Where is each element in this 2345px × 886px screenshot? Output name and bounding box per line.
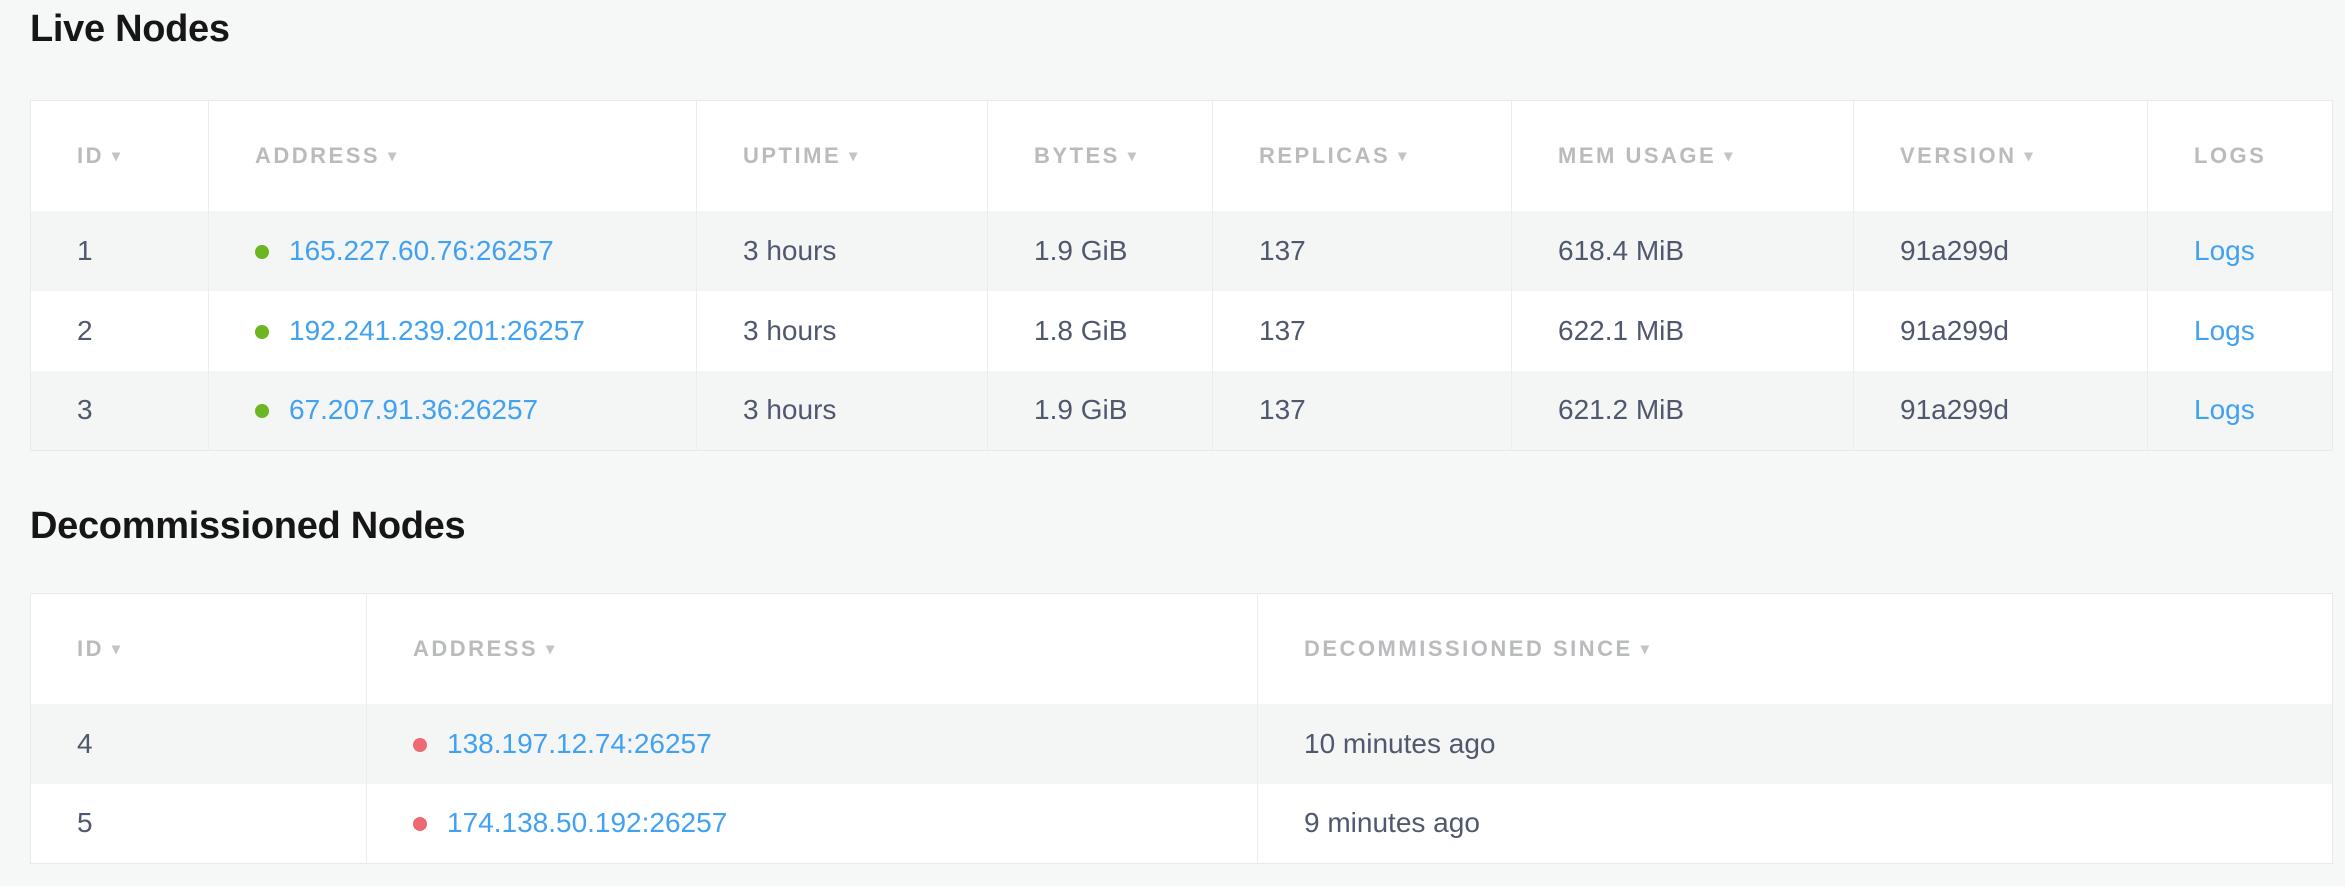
column-header-id[interactable]: ID ▾ bbox=[30, 100, 209, 211]
column-header-logs: LOGS bbox=[2147, 100, 2333, 211]
node-logs-link[interactable]: Logs bbox=[2194, 314, 2255, 346]
node-version-cell: 91a299d bbox=[1853, 370, 2148, 451]
column-header-mem-usage[interactable]: MEM USAGE ▾ bbox=[1511, 100, 1854, 211]
nodes-overview-page: Live Nodes ID ▾ ADDRESS ▾ UPTIME ▾ BYTES ▾ bbox=[30, 6, 2345, 864]
column-header-label: VERSION bbox=[1900, 142, 2017, 168]
column-header-replicas[interactable]: REPLICAS ▾ bbox=[1212, 100, 1512, 211]
column-header-label: UPTIME bbox=[743, 142, 842, 168]
sort-arrow-icon: ▾ bbox=[388, 147, 397, 165]
node-address-link[interactable]: 138.197.12.74:26257 bbox=[447, 727, 712, 759]
node-mem-usage-cell: 618.4 MiB bbox=[1511, 210, 1854, 291]
column-header-address[interactable]: ADDRESS ▾ bbox=[208, 100, 697, 211]
column-header-label: ADDRESS bbox=[413, 635, 539, 661]
node-address-link[interactable]: 165.227.60.76:26257 bbox=[289, 234, 554, 266]
node-logs-link[interactable]: Logs bbox=[2194, 234, 2255, 266]
node-replicas-cell: 137 bbox=[1212, 210, 1512, 291]
node-bytes-cell: 1.9 GiB bbox=[987, 210, 1213, 291]
decommissioned-node-row: 5 174.138.50.192:26257 9 minutes ago bbox=[30, 783, 2333, 864]
decommissioned-nodes-section: Decommissioned Nodes ID ▾ ADDRESS ▾ DECOMM… bbox=[30, 503, 2345, 864]
node-bytes-cell: 1.9 GiB bbox=[987, 370, 1213, 451]
sort-arrow-icon: ▾ bbox=[1398, 147, 1407, 165]
node-decommissioned-since-cell: 10 minutes ago bbox=[1304, 727, 1496, 759]
node-version-cell: 91a299d bbox=[1853, 290, 2148, 371]
live-status-icon bbox=[255, 244, 269, 259]
node-address-link[interactable]: 67.207.91.36:26257 bbox=[289, 394, 539, 426]
node-id-cell: 3 bbox=[30, 370, 209, 451]
column-header-uptime[interactable]: UPTIME ▾ bbox=[696, 100, 988, 211]
column-header-label: ID bbox=[77, 635, 104, 661]
live-node-row: 3 67.207.91.36:26257 3 hours 1.9 GiB 137… bbox=[30, 370, 2333, 451]
column-header-decommissioned-since[interactable]: DECOMMISSIONED SINCE ▾ bbox=[1257, 593, 2333, 704]
node-uptime-cell: 3 hours bbox=[696, 290, 988, 371]
decommissioned-node-row: 4 138.197.12.74:26257 10 minutes ago bbox=[30, 703, 2333, 784]
node-address-link[interactable]: 192.241.239.201:26257 bbox=[289, 314, 585, 346]
column-header-label: ID bbox=[77, 142, 104, 168]
live-nodes-header-row: ID ▾ ADDRESS ▾ UPTIME ▾ BYTES ▾ REPLICAS ▾ bbox=[30, 100, 2333, 211]
live-nodes-table: ID ▾ ADDRESS ▾ UPTIME ▾ BYTES ▾ REPLICAS ▾ bbox=[30, 100, 2333, 451]
sort-arrow-icon: ▾ bbox=[2024, 147, 2033, 165]
node-address-link[interactable]: 174.138.50.192:26257 bbox=[447, 807, 728, 839]
node-uptime-cell: 3 hours bbox=[696, 210, 988, 291]
column-header-version[interactable]: VERSION ▾ bbox=[1853, 100, 2148, 211]
node-mem-usage-cell: 622.1 MiB bbox=[1511, 290, 1854, 371]
column-header-label: REPLICAS bbox=[1259, 142, 1391, 168]
live-node-row: 2 192.241.239.201:26257 3 hours 1.8 GiB … bbox=[30, 290, 2333, 371]
node-version-cell: 91a299d bbox=[1853, 210, 2148, 291]
node-uptime-cell: 3 hours bbox=[696, 370, 988, 451]
decommissioned-status-icon bbox=[413, 737, 427, 752]
node-logs-cell: Logs bbox=[2148, 291, 2333, 371]
column-header-id[interactable]: ID ▾ bbox=[30, 593, 367, 704]
node-replicas-cell: 137 bbox=[1212, 370, 1512, 451]
decommissioned-nodes-table: ID ▾ ADDRESS ▾ DECOMMISSIONED SINCE ▾ 4 138… bbox=[30, 593, 2333, 864]
column-header-address[interactable]: ADDRESS ▾ bbox=[366, 593, 1258, 704]
sort-arrow-icon: ▾ bbox=[112, 640, 121, 658]
node-id-cell: 4 bbox=[30, 703, 367, 784]
live-status-icon bbox=[255, 324, 269, 339]
node-replicas-cell: 137 bbox=[1212, 290, 1512, 371]
node-address-cell: 138.197.12.74:26257 bbox=[366, 703, 1258, 784]
column-header-label: LOGS bbox=[2194, 142, 2267, 168]
column-header-bytes[interactable]: BYTES ▾ bbox=[987, 100, 1213, 211]
node-logs-cell: Logs bbox=[2148, 371, 2333, 451]
column-header-label: ADDRESS bbox=[255, 142, 381, 168]
live-nodes-section: Live Nodes ID ▾ ADDRESS ▾ UPTIME ▾ BYTES ▾ bbox=[30, 6, 2345, 451]
sort-arrow-icon: ▾ bbox=[1724, 147, 1733, 165]
node-address-cell: 174.138.50.192:26257 bbox=[366, 783, 1258, 864]
column-header-label: BYTES bbox=[1034, 142, 1120, 168]
sort-arrow-icon: ▾ bbox=[112, 147, 121, 165]
live-nodes-title: Live Nodes bbox=[30, 8, 230, 50]
node-address-cell: 192.241.239.201:26257 bbox=[208, 290, 697, 371]
node-address-cell: 165.227.60.76:26257 bbox=[208, 210, 697, 291]
live-node-row: 1 165.227.60.76:26257 3 hours 1.9 GiB 13… bbox=[30, 210, 2333, 291]
node-logs-cell: Logs bbox=[2148, 211, 2333, 291]
node-bytes-cell: 1.8 GiB bbox=[987, 290, 1213, 371]
node-id-cell: 5 bbox=[30, 783, 367, 864]
sort-arrow-icon: ▾ bbox=[1127, 147, 1136, 165]
sort-arrow-icon: ▾ bbox=[1640, 640, 1649, 658]
node-id-cell: 1 bbox=[30, 210, 209, 291]
decommissioned-status-icon bbox=[413, 817, 427, 832]
column-header-label: DECOMMISSIONED SINCE bbox=[1304, 635, 1633, 661]
node-logs-link[interactable]: Logs bbox=[2194, 394, 2255, 426]
node-mem-usage-cell: 621.2 MiB bbox=[1511, 370, 1854, 451]
sort-arrow-icon: ▾ bbox=[849, 147, 858, 165]
decommissioned-nodes-header-row: ID ▾ ADDRESS ▾ DECOMMISSIONED SINCE ▾ bbox=[30, 593, 2333, 704]
live-status-icon bbox=[255, 404, 269, 419]
node-address-cell: 67.207.91.36:26257 bbox=[208, 370, 697, 451]
column-header-label: MEM USAGE bbox=[1558, 142, 1717, 168]
node-decommissioned-since-cell: 9 minutes ago bbox=[1304, 807, 1480, 839]
decommissioned-nodes-title: Decommissioned Nodes bbox=[30, 505, 466, 547]
node-id-cell: 2 bbox=[30, 290, 209, 371]
sort-arrow-icon: ▾ bbox=[546, 640, 555, 658]
